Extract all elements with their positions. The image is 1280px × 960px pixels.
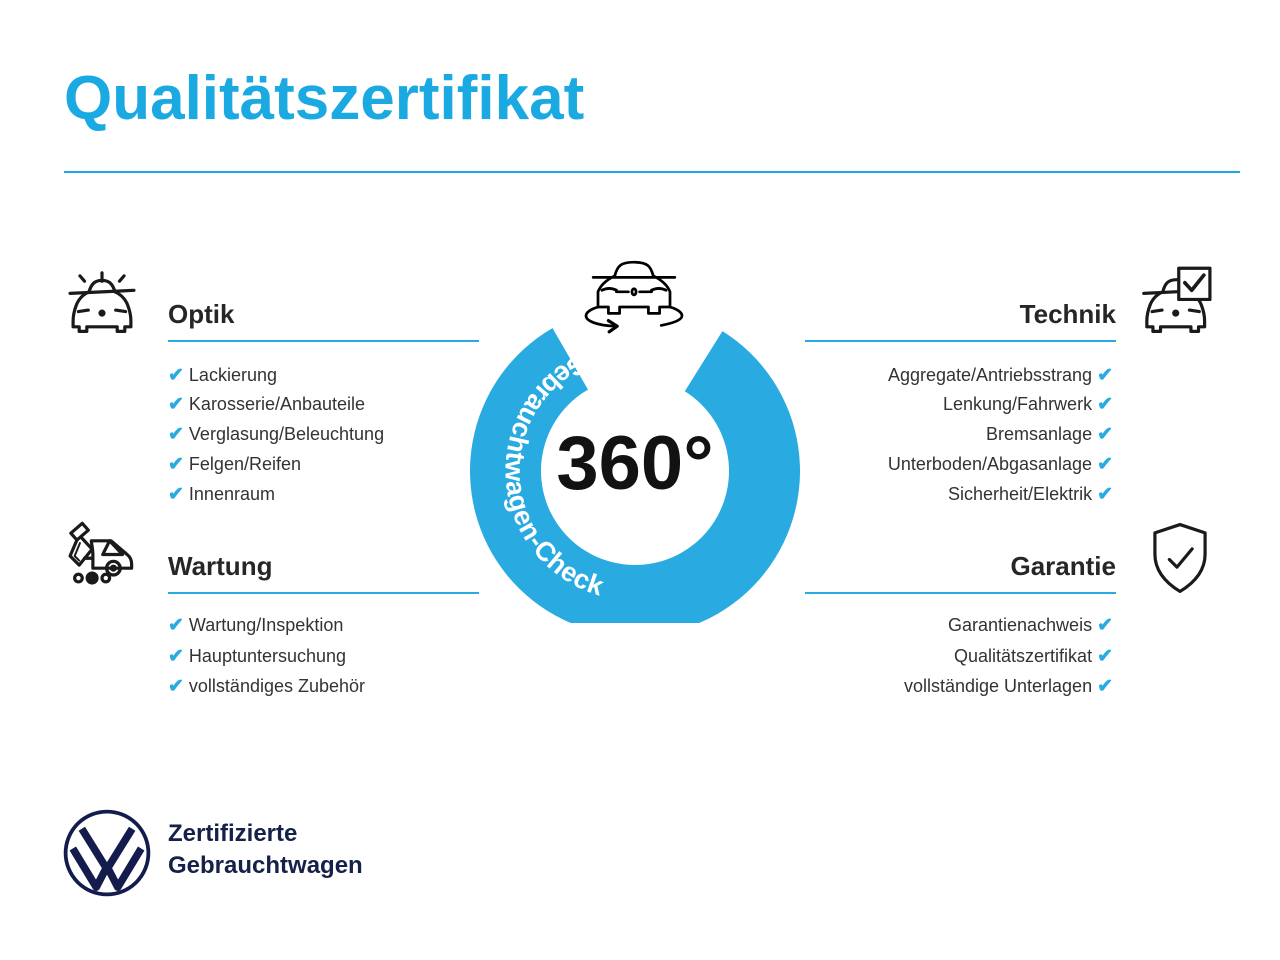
svg-text:360°: 360° [556,421,713,506]
